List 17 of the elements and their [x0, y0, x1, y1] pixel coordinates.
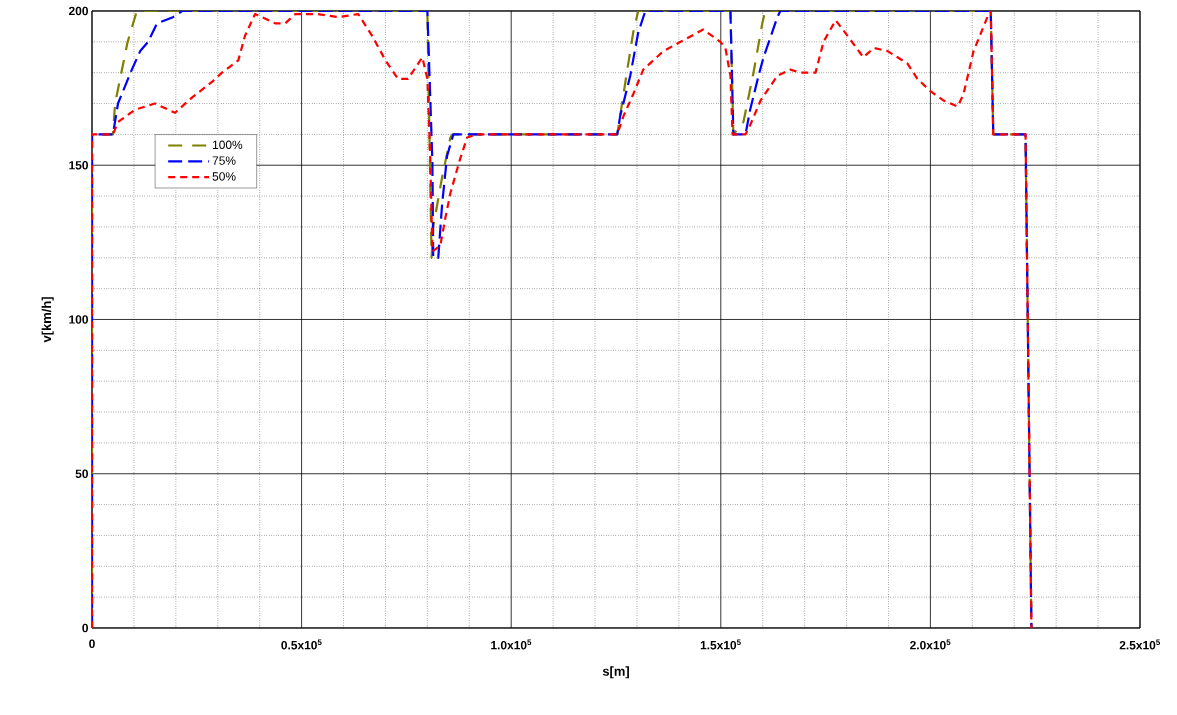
x-axis-title: s[m]: [602, 666, 629, 679]
legend-label: 50%: [212, 172, 236, 181]
y-tick-label: 0: [82, 623, 88, 633]
legend-label: 100%: [213, 140, 243, 150]
x-tick-label: 0.5x10$^{5}$: [281, 639, 322, 650]
x-tick-label: 0: [89, 639, 95, 648]
y-tick-label: 200: [68, 6, 88, 16]
y-tick-label: 100: [69, 315, 88, 324]
x-tick-label: 1.5x10$^{5}$: [700, 639, 741, 650]
line-series: [92, 10, 1033, 628]
x-tick-label: 2.0x10$^{5}$: [910, 639, 951, 650]
x-tick-label: 1.0x10$^{5}$: [491, 639, 532, 650]
x-tick-label: 2.5x10$^{5}$: [1119, 639, 1161, 650]
y-tick-label: 50: [75, 469, 88, 478]
y-axis-title: v[km/h]: [41, 297, 54, 343]
y-tick-label: 150: [69, 161, 88, 170]
legend-label: 75%: [212, 156, 236, 165]
